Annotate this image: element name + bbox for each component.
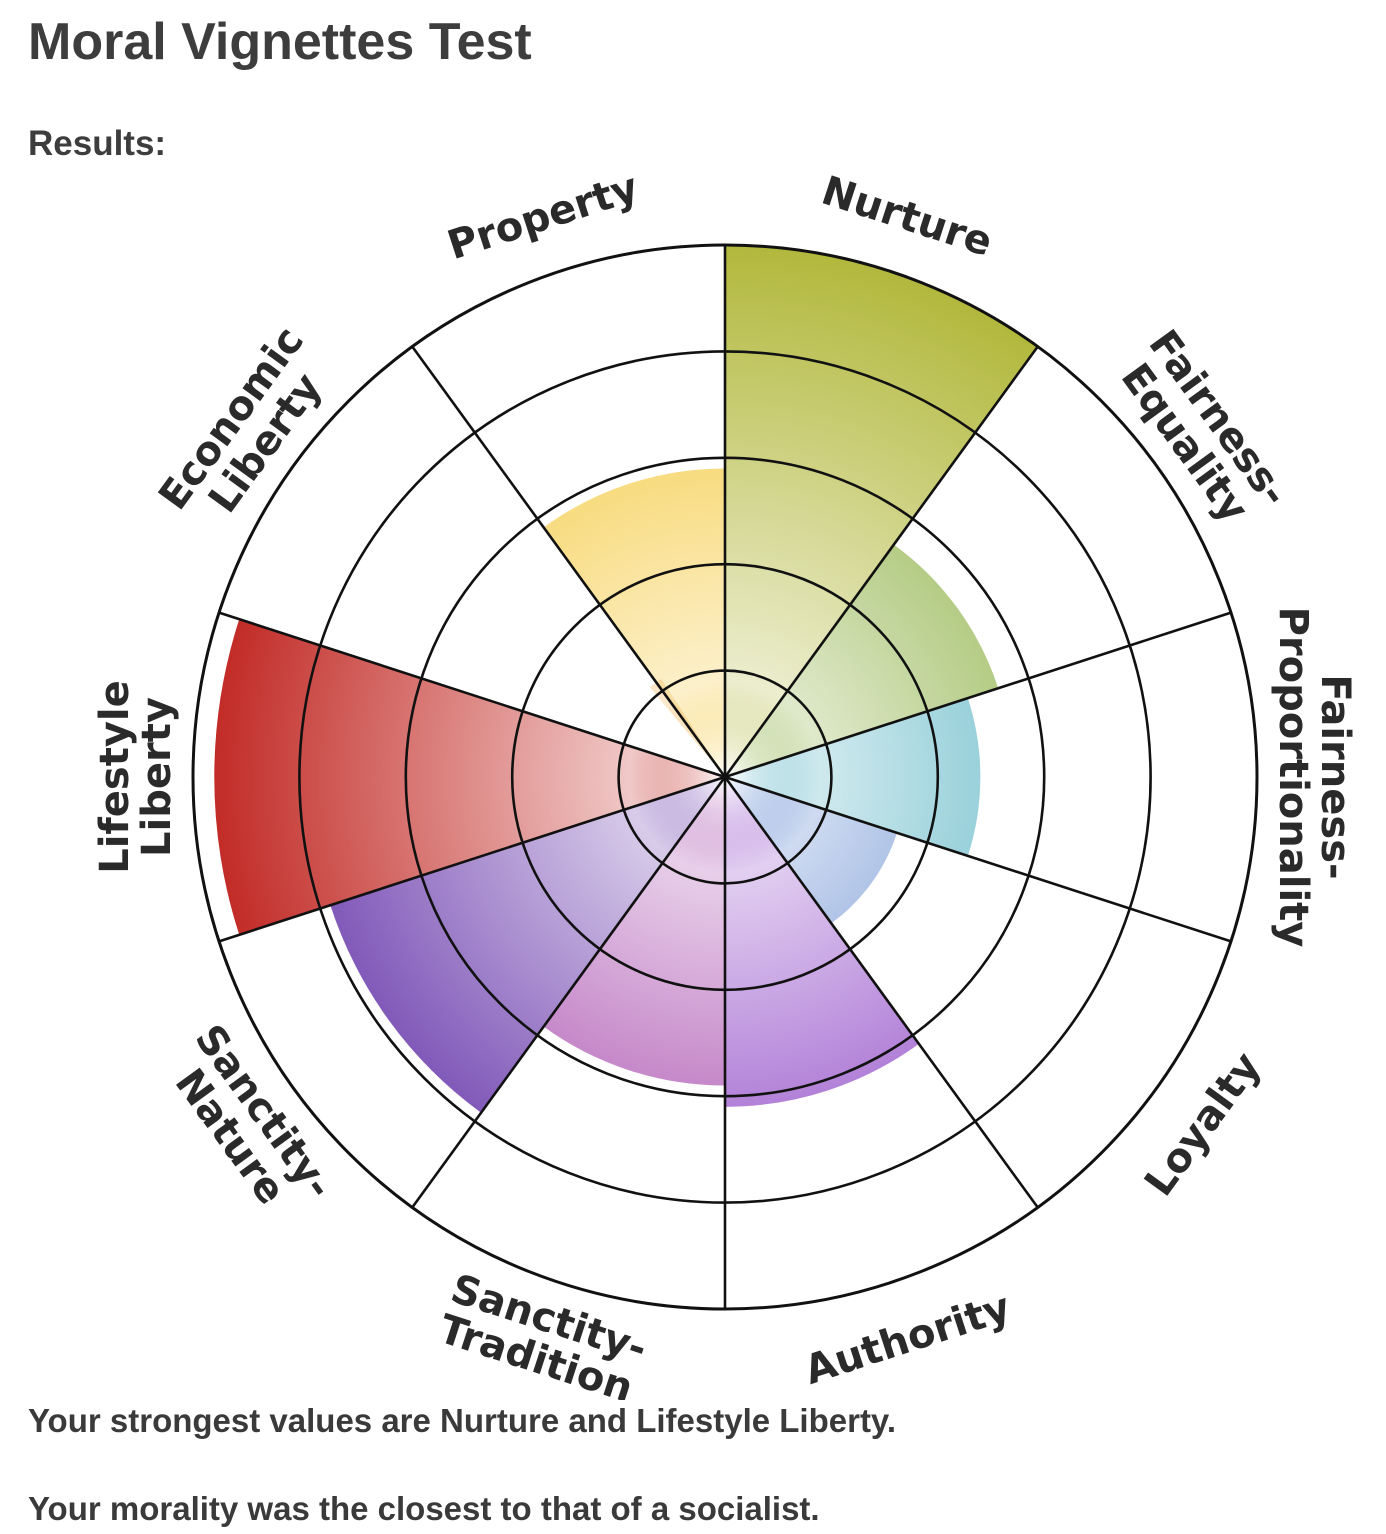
- wedge-layer: [214, 245, 1038, 1113]
- results-label: Results:: [28, 124, 167, 163]
- closest-morality-text: Your morality was the closest to that of…: [28, 1490, 820, 1527]
- wedge-sanctity-tradition: [543, 777, 725, 1086]
- label-line: Loyalty: [1136, 1044, 1270, 1204]
- grid-spoke: [218, 611, 726, 779]
- grid-spoke: [218, 775, 726, 943]
- label-lifestyle-liberty: LifestyleLiberty: [92, 680, 180, 874]
- label-line: Property: [442, 164, 644, 269]
- grid-spoke: [723, 776, 1039, 1209]
- label-line: Liberty: [134, 697, 180, 857]
- label-line: Fairness-: [1312, 674, 1358, 879]
- wedge-fairness-equality: [725, 544, 999, 777]
- label-line: Proportionality: [1270, 607, 1316, 948]
- grid-spoke: [411, 345, 727, 778]
- grid-spoke: [723, 345, 1039, 778]
- wedge-nurture: [725, 245, 1038, 777]
- wedge-lifestyle-liberty: [214, 619, 725, 935]
- label-sanctity-tradition: Sanctity-Tradition: [432, 1266, 652, 1400]
- label-loyalty: Loyalty: [1136, 1044, 1270, 1204]
- moral-wheel-svg: Nurture Fairness-Equality Fairness-Proport…: [92, 164, 1358, 1400]
- wedge-fairness-proportionality: [725, 698, 981, 856]
- label-sanctity-nature: Sanctity-Nature: [152, 1017, 342, 1233]
- wedge-authority: [725, 777, 919, 1107]
- strongest-values-text: Your strongest values are Nurture and Li…: [28, 1402, 897, 1439]
- label-nurture: Nurture: [816, 168, 998, 266]
- grid-spoke: [724, 611, 1232, 779]
- label-authority: Authority: [799, 1284, 1016, 1394]
- page-title: Moral Vignettes Test: [28, 13, 532, 71]
- label-line: Lifestyle: [92, 680, 138, 874]
- wedge-sanctity-nature: [330, 777, 725, 1113]
- wedge-loyalty: [725, 777, 898, 924]
- label-fairness-proportionality: Fairness-Proportionality: [1270, 607, 1358, 948]
- grid-layer: [191, 243, 1259, 1311]
- label-economic-liberty: EconomicLiberty: [150, 319, 347, 544]
- label-line: Nurture: [816, 168, 998, 266]
- wedge-property: [543, 468, 725, 777]
- label-line: Authority: [799, 1284, 1016, 1394]
- label-fairness-equality: Fairness-Equality: [1106, 322, 1298, 540]
- grid-spoke: [411, 776, 727, 1209]
- label-property: Property: [442, 164, 644, 269]
- grid-spoke: [724, 775, 1232, 943]
